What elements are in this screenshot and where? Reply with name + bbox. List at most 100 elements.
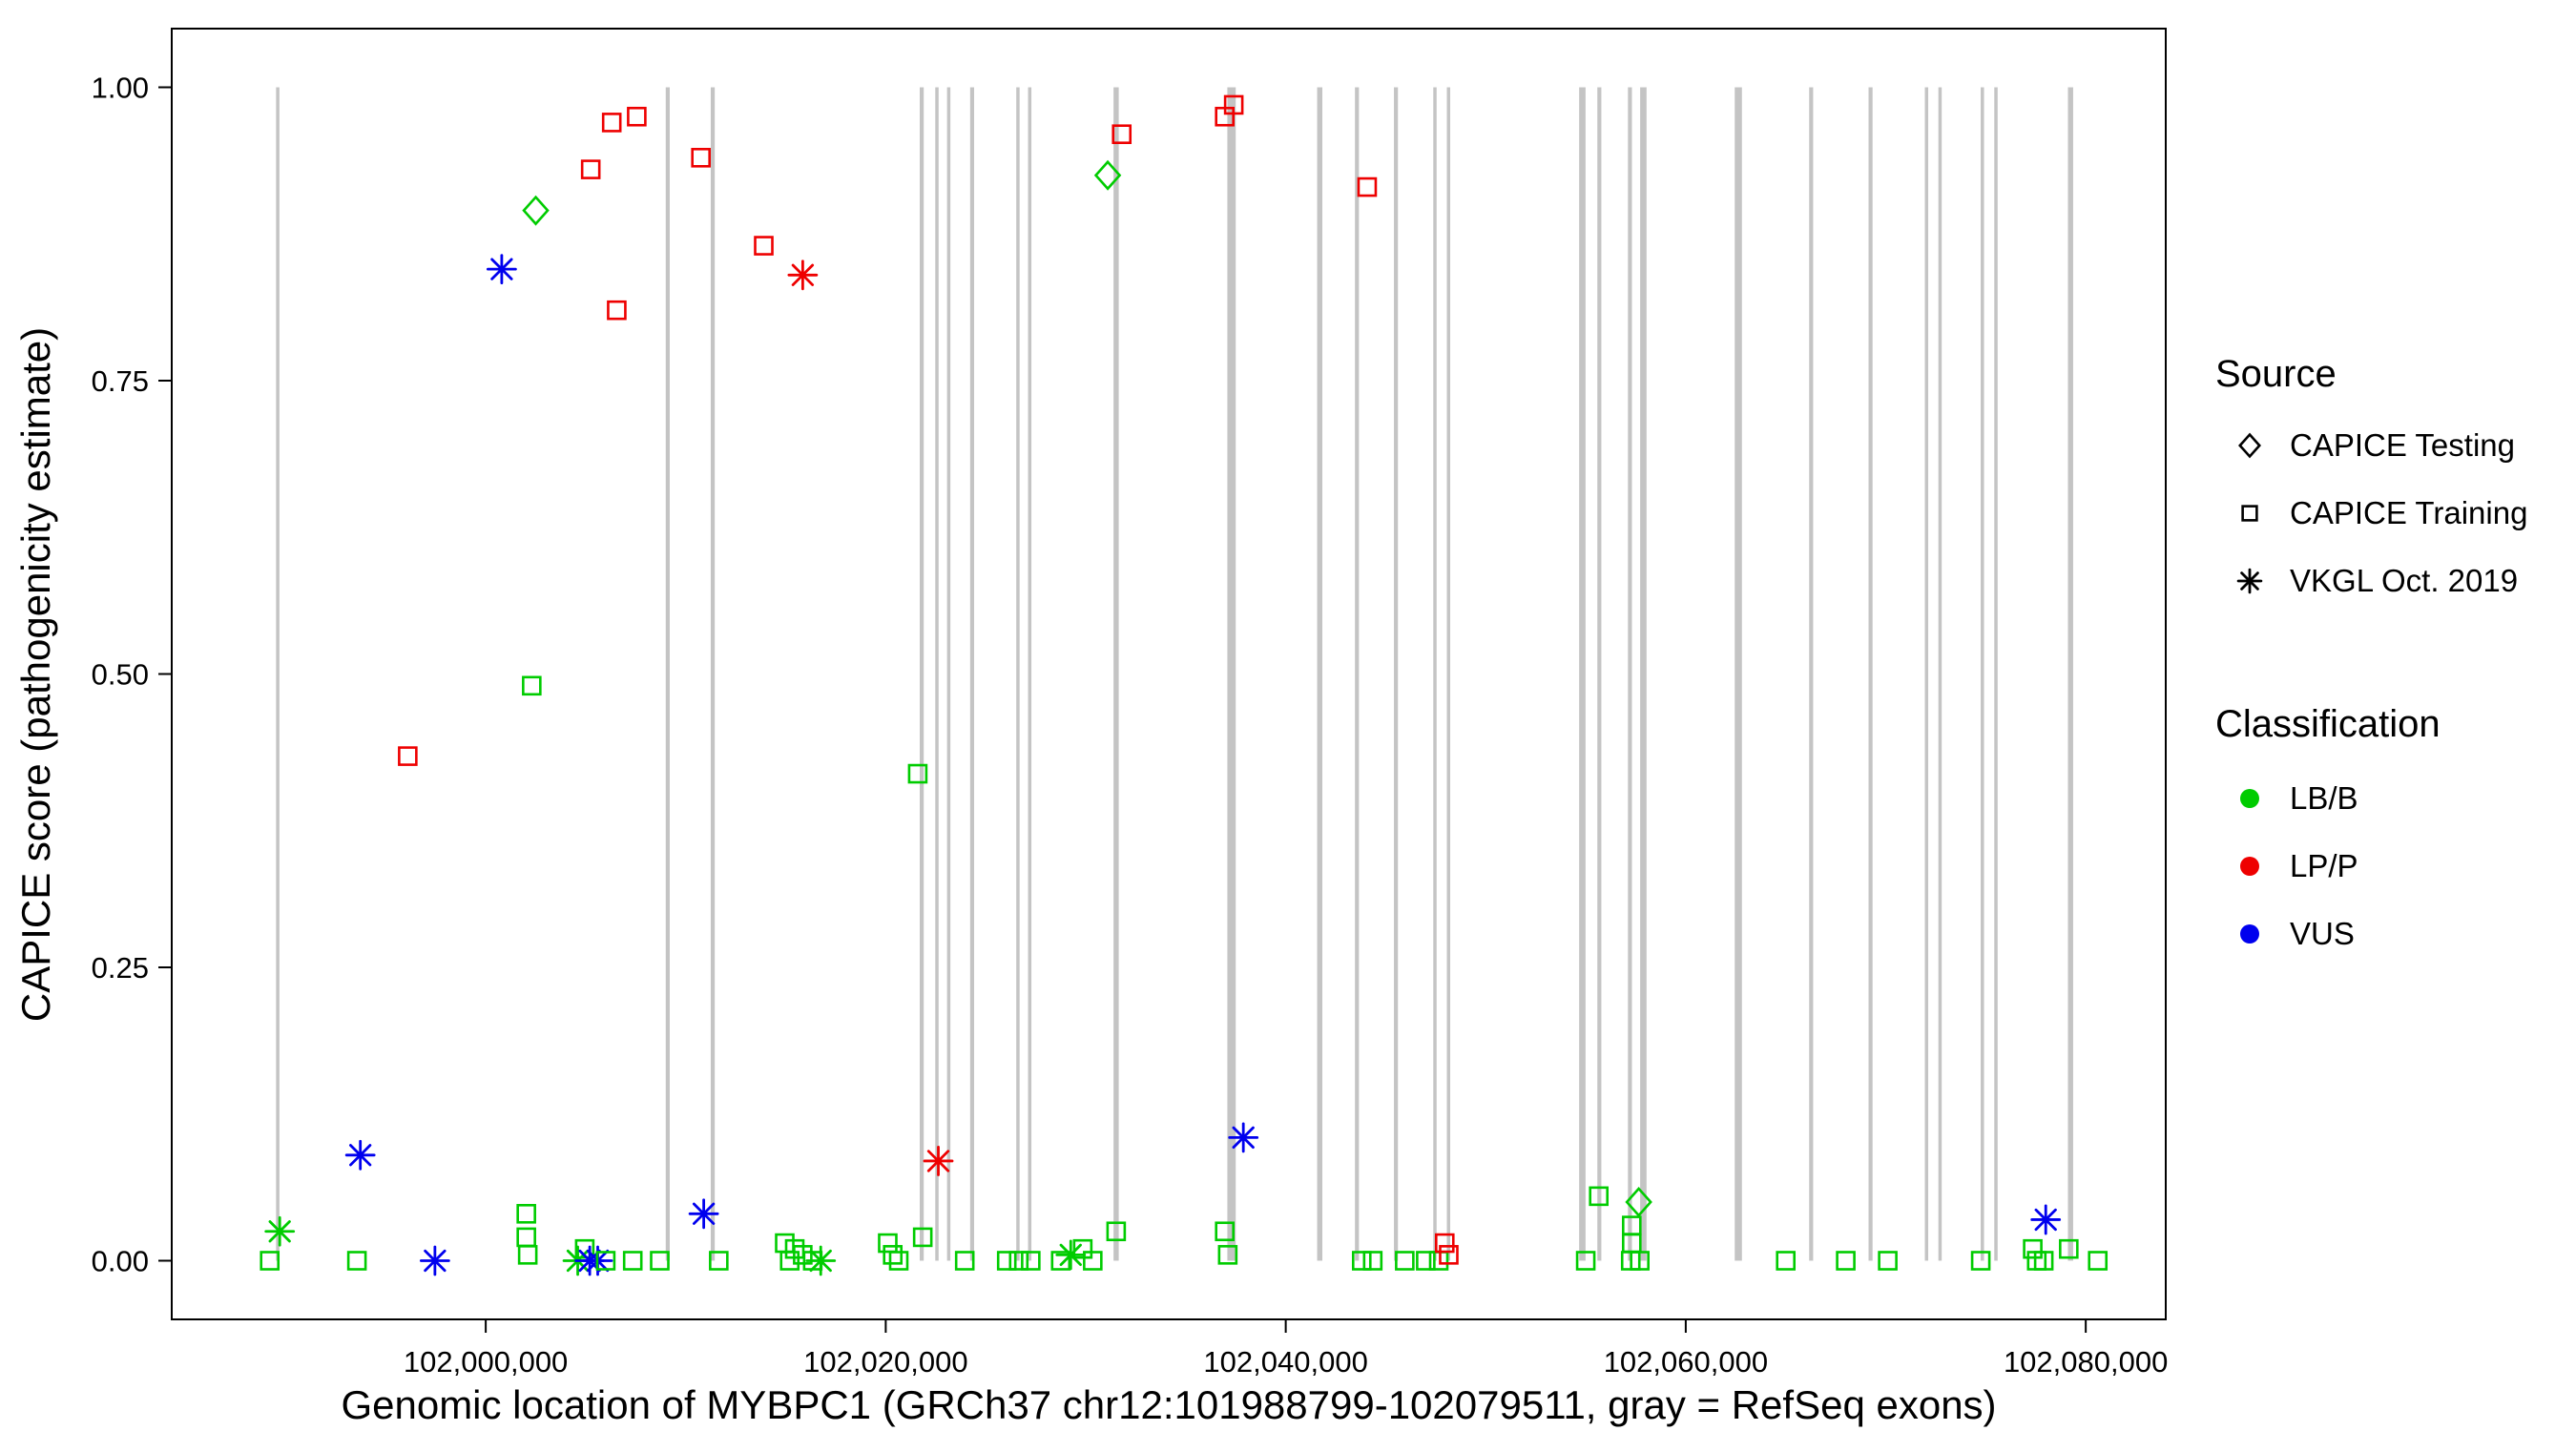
data-point [1428, 1251, 1449, 1271]
square-marker-icon [650, 1251, 670, 1271]
legend-classification-label: LB/B [2290, 780, 2358, 816]
square-marker-icon [779, 1251, 800, 1271]
asterisk-marker-icon [2034, 1208, 2057, 1232]
data-point [486, 254, 517, 285]
data-point [264, 1215, 296, 1247]
data-point [2088, 1251, 2109, 1271]
data-point [1776, 1251, 1797, 1271]
data-point [907, 763, 928, 784]
data-point [1223, 94, 1244, 115]
data-point [517, 1245, 538, 1265]
diamond-marker-icon [1625, 1187, 1652, 1217]
exon-bar [920, 87, 924, 1261]
data-point [996, 1251, 1017, 1271]
square-marker-icon [622, 1251, 643, 1271]
y-axis-title: CAPICE score (pathogenicity estimate) [13, 327, 58, 1022]
asterisk-marker-icon [349, 1144, 372, 1167]
data-point [516, 1227, 536, 1248]
data-point [775, 1233, 795, 1254]
square-marker-icon [1072, 1238, 1093, 1259]
exon-bar [1628, 87, 1632, 1261]
data-point [260, 1251, 280, 1271]
asterisk-marker-icon [692, 1202, 716, 1225]
y-tick-label: 0.00 [92, 1245, 149, 1278]
exon-bar [1809, 87, 1814, 1261]
data-point [1416, 1251, 1436, 1271]
square-marker-icon [1223, 94, 1244, 115]
square-marker-icon [907, 763, 928, 784]
square-marker-icon [1008, 1251, 1029, 1271]
square-marker-icon [883, 1245, 904, 1265]
data-point [787, 259, 819, 291]
data-point [2033, 1251, 2054, 1271]
square-marker-icon [709, 1251, 729, 1271]
data-point [346, 1251, 367, 1271]
exon-bar [276, 87, 280, 1261]
classification-dot-icon [2240, 924, 2259, 944]
exon-bar [1227, 87, 1236, 1261]
exon-bar [1640, 87, 1647, 1261]
square-marker-icon [1439, 1245, 1459, 1265]
classification-dot-icon [2240, 789, 2259, 808]
square-marker-icon [1357, 176, 1378, 197]
asterisk-marker-icon [1232, 1126, 1255, 1150]
square-marker-icon [2241, 505, 2258, 522]
square-marker-icon [775, 1233, 795, 1254]
legend-classification-item: VUS [2240, 916, 2355, 951]
legend-classification-label: VUS [2290, 916, 2355, 951]
square-marker-icon [1575, 1251, 1596, 1271]
exon-bar [946, 87, 951, 1261]
exon-bar [1355, 87, 1360, 1261]
data-point [522, 195, 550, 226]
data-point [1008, 1251, 1029, 1271]
legend-classification-label: LP/P [2290, 848, 2358, 883]
exon-bar [1028, 87, 1032, 1261]
square-marker-icon [2033, 1251, 2054, 1271]
square-marker-icon [1589, 1186, 1610, 1207]
data-point [1357, 176, 1378, 197]
square-marker-icon [754, 236, 774, 256]
data-point [888, 1251, 909, 1271]
square-marker-icon [346, 1251, 367, 1271]
data-point [601, 113, 622, 133]
square-marker-icon [954, 1251, 975, 1271]
legend-classification-item: LB/B [2240, 780, 2358, 816]
data-point [1878, 1251, 1898, 1271]
refseq-exon-bars [276, 87, 2073, 1261]
data-point [1434, 1233, 1455, 1254]
x-tick-label: 102,060,000 [1604, 1345, 1768, 1379]
square-marker-icon [2088, 1251, 2109, 1271]
square-marker-icon [1836, 1251, 1856, 1271]
diamond-marker-icon [522, 195, 550, 226]
square-marker-icon [1970, 1251, 1991, 1271]
square-marker-icon [878, 1233, 898, 1254]
data-point [1083, 1251, 1103, 1271]
square-marker-icon [398, 746, 418, 766]
square-marker-icon [996, 1251, 1017, 1271]
data-point [1106, 1221, 1127, 1242]
legend-source-item: CAPICE Testing [2238, 427, 2515, 463]
y-tick-label: 0.50 [92, 658, 149, 692]
data-point [779, 1251, 800, 1271]
data-point [1351, 1251, 1372, 1271]
asterisk-marker-icon [926, 1150, 950, 1172]
y-tick-label: 1.00 [92, 72, 149, 105]
data-point [1217, 1245, 1238, 1265]
square-marker-icon [1395, 1251, 1415, 1271]
data-point [1362, 1251, 1383, 1271]
data-point [622, 1251, 643, 1271]
data-point [1228, 1122, 1259, 1153]
square-marker-icon [1630, 1251, 1650, 1271]
asterisk-marker-icon [490, 258, 513, 280]
square-marker-icon [260, 1251, 280, 1271]
data-point [1970, 1251, 1991, 1271]
data-point [1072, 1238, 1093, 1259]
data-point [912, 1227, 933, 1248]
data-point [650, 1251, 670, 1271]
square-marker-icon [627, 106, 647, 127]
data-point [1215, 1221, 1235, 1242]
square-marker-icon [580, 159, 601, 179]
data-point [1055, 1239, 1087, 1271]
square-marker-icon [522, 675, 542, 696]
